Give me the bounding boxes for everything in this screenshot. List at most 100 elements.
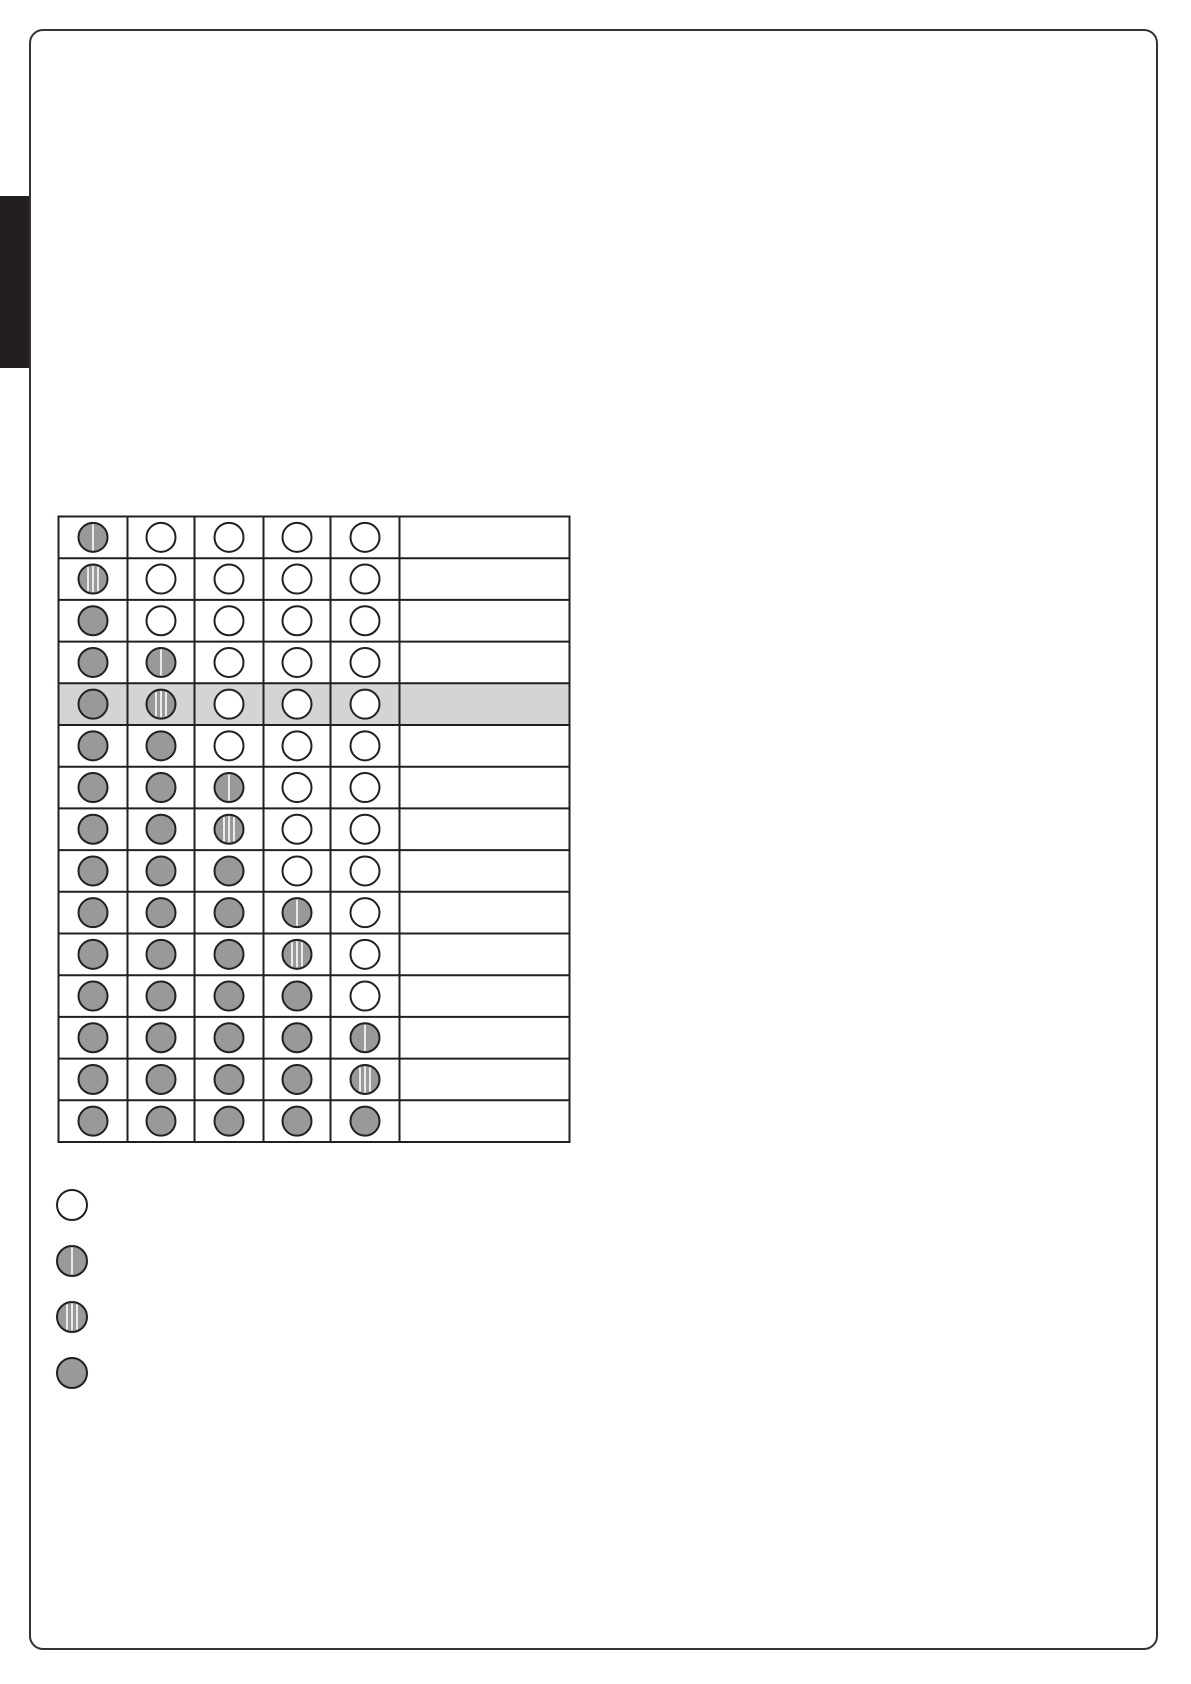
description-cell: [400, 642, 570, 684]
led-on-icon: [77, 1022, 109, 1054]
led-on-icon: [145, 938, 177, 970]
table-row: [77, 517, 570, 559]
table-row: [58, 683, 570, 725]
led-on-icon: [145, 897, 177, 929]
led-slow-blink-icon: [77, 521, 109, 553]
description-cell: [400, 1017, 570, 1059]
led-off-icon: [213, 730, 245, 762]
description-cell: [400, 975, 570, 1017]
led-status-table: [57, 515, 571, 1143]
led-off-icon: [281, 688, 313, 720]
led-on-icon: [281, 1022, 313, 1054]
table-row: [77, 808, 570, 850]
led-on-icon: [145, 1105, 177, 1137]
table-row: [77, 558, 570, 600]
led-on-icon: [77, 813, 109, 845]
highlighted-row-background: [58, 683, 570, 725]
led-on-icon: [77, 646, 109, 678]
description-cell: [400, 1100, 570, 1142]
led-off-icon: [145, 563, 177, 595]
led-on-icon: [281, 1063, 313, 1095]
led-off-icon: [349, 521, 381, 553]
led-on-icon: [77, 730, 109, 762]
led-off-icon: [349, 646, 381, 678]
description-cell: [400, 558, 570, 600]
led-on-icon: [281, 1105, 313, 1137]
led-off-icon: [56, 1189, 88, 1221]
led-on-icon: [145, 772, 177, 804]
led-on-icon: [349, 1105, 381, 1137]
led-off-icon: [349, 688, 381, 720]
led-slow-blink-icon: [56, 1245, 88, 1277]
description-cell: [400, 850, 570, 892]
led-off-icon: [281, 605, 313, 637]
legend-item: [55, 1177, 89, 1233]
page-frame: [29, 29, 1158, 1650]
led-on-icon: [213, 1105, 245, 1137]
led-on-icon: [213, 980, 245, 1012]
table-row: [77, 600, 570, 642]
led-off-icon: [145, 605, 177, 637]
led-off-icon: [349, 605, 381, 637]
legend-item: [55, 1345, 89, 1401]
led-off-icon: [145, 521, 177, 553]
table-row: [77, 975, 570, 1017]
led-off-icon: [349, 563, 381, 595]
led-on-icon: [145, 1022, 177, 1054]
led-off-icon: [213, 563, 245, 595]
description-cell: [400, 934, 570, 976]
led-slow-blink-icon: [349, 1022, 381, 1054]
led-off-icon: [281, 646, 313, 678]
led-off-icon: [281, 563, 313, 595]
led-on-icon: [56, 1357, 88, 1389]
led-slow-blink-icon: [213, 772, 245, 804]
led-on-icon: [77, 938, 109, 970]
led-off-icon: [281, 813, 313, 845]
led-on-icon: [213, 938, 245, 970]
table-row: [77, 642, 570, 684]
led-fast-blink-icon: [145, 688, 177, 720]
description-cell: [400, 600, 570, 642]
led-on-icon: [213, 1022, 245, 1054]
led-off-icon: [281, 772, 313, 804]
led-off-icon: [349, 897, 381, 929]
led-fast-blink-icon: [56, 1301, 88, 1333]
led-on-icon: [145, 1063, 177, 1095]
led-on-icon: [281, 980, 313, 1012]
led-fast-blink-icon: [77, 563, 109, 595]
led-off-icon: [213, 521, 245, 553]
led-on-icon: [77, 605, 109, 637]
table-row: [77, 767, 570, 809]
description-cell: [400, 725, 570, 767]
led-slow-blink-icon: [281, 897, 313, 929]
section-tab-marker: [0, 196, 29, 368]
legend-item: [55, 1233, 89, 1289]
led-on-icon: [77, 897, 109, 929]
led-off-icon: [281, 855, 313, 887]
table-row: [77, 1059, 570, 1101]
led-fast-blink-icon: [213, 813, 245, 845]
description-cell: [400, 767, 570, 809]
led-slow-blink-icon: [145, 646, 177, 678]
description-cell: [400, 517, 570, 559]
led-on-icon: [145, 980, 177, 1012]
led-on-icon: [77, 1063, 109, 1095]
led-off-icon: [349, 813, 381, 845]
led-on-icon: [213, 1063, 245, 1095]
led-on-icon: [145, 813, 177, 845]
table-row: [77, 1017, 570, 1059]
led-on-icon: [77, 772, 109, 804]
led-off-icon: [213, 605, 245, 637]
led-on-icon: [77, 980, 109, 1012]
led-on-icon: [213, 897, 245, 929]
description-cell: [400, 808, 570, 850]
description-cell: [400, 892, 570, 934]
legend-item: [55, 1289, 89, 1345]
led-on-icon: [77, 855, 109, 887]
led-off-icon: [281, 521, 313, 553]
led-fast-blink-icon: [349, 1063, 381, 1095]
led-off-icon: [349, 772, 381, 804]
description-cell: [400, 1059, 570, 1101]
table-row: [77, 1100, 570, 1142]
led-on-icon: [145, 730, 177, 762]
